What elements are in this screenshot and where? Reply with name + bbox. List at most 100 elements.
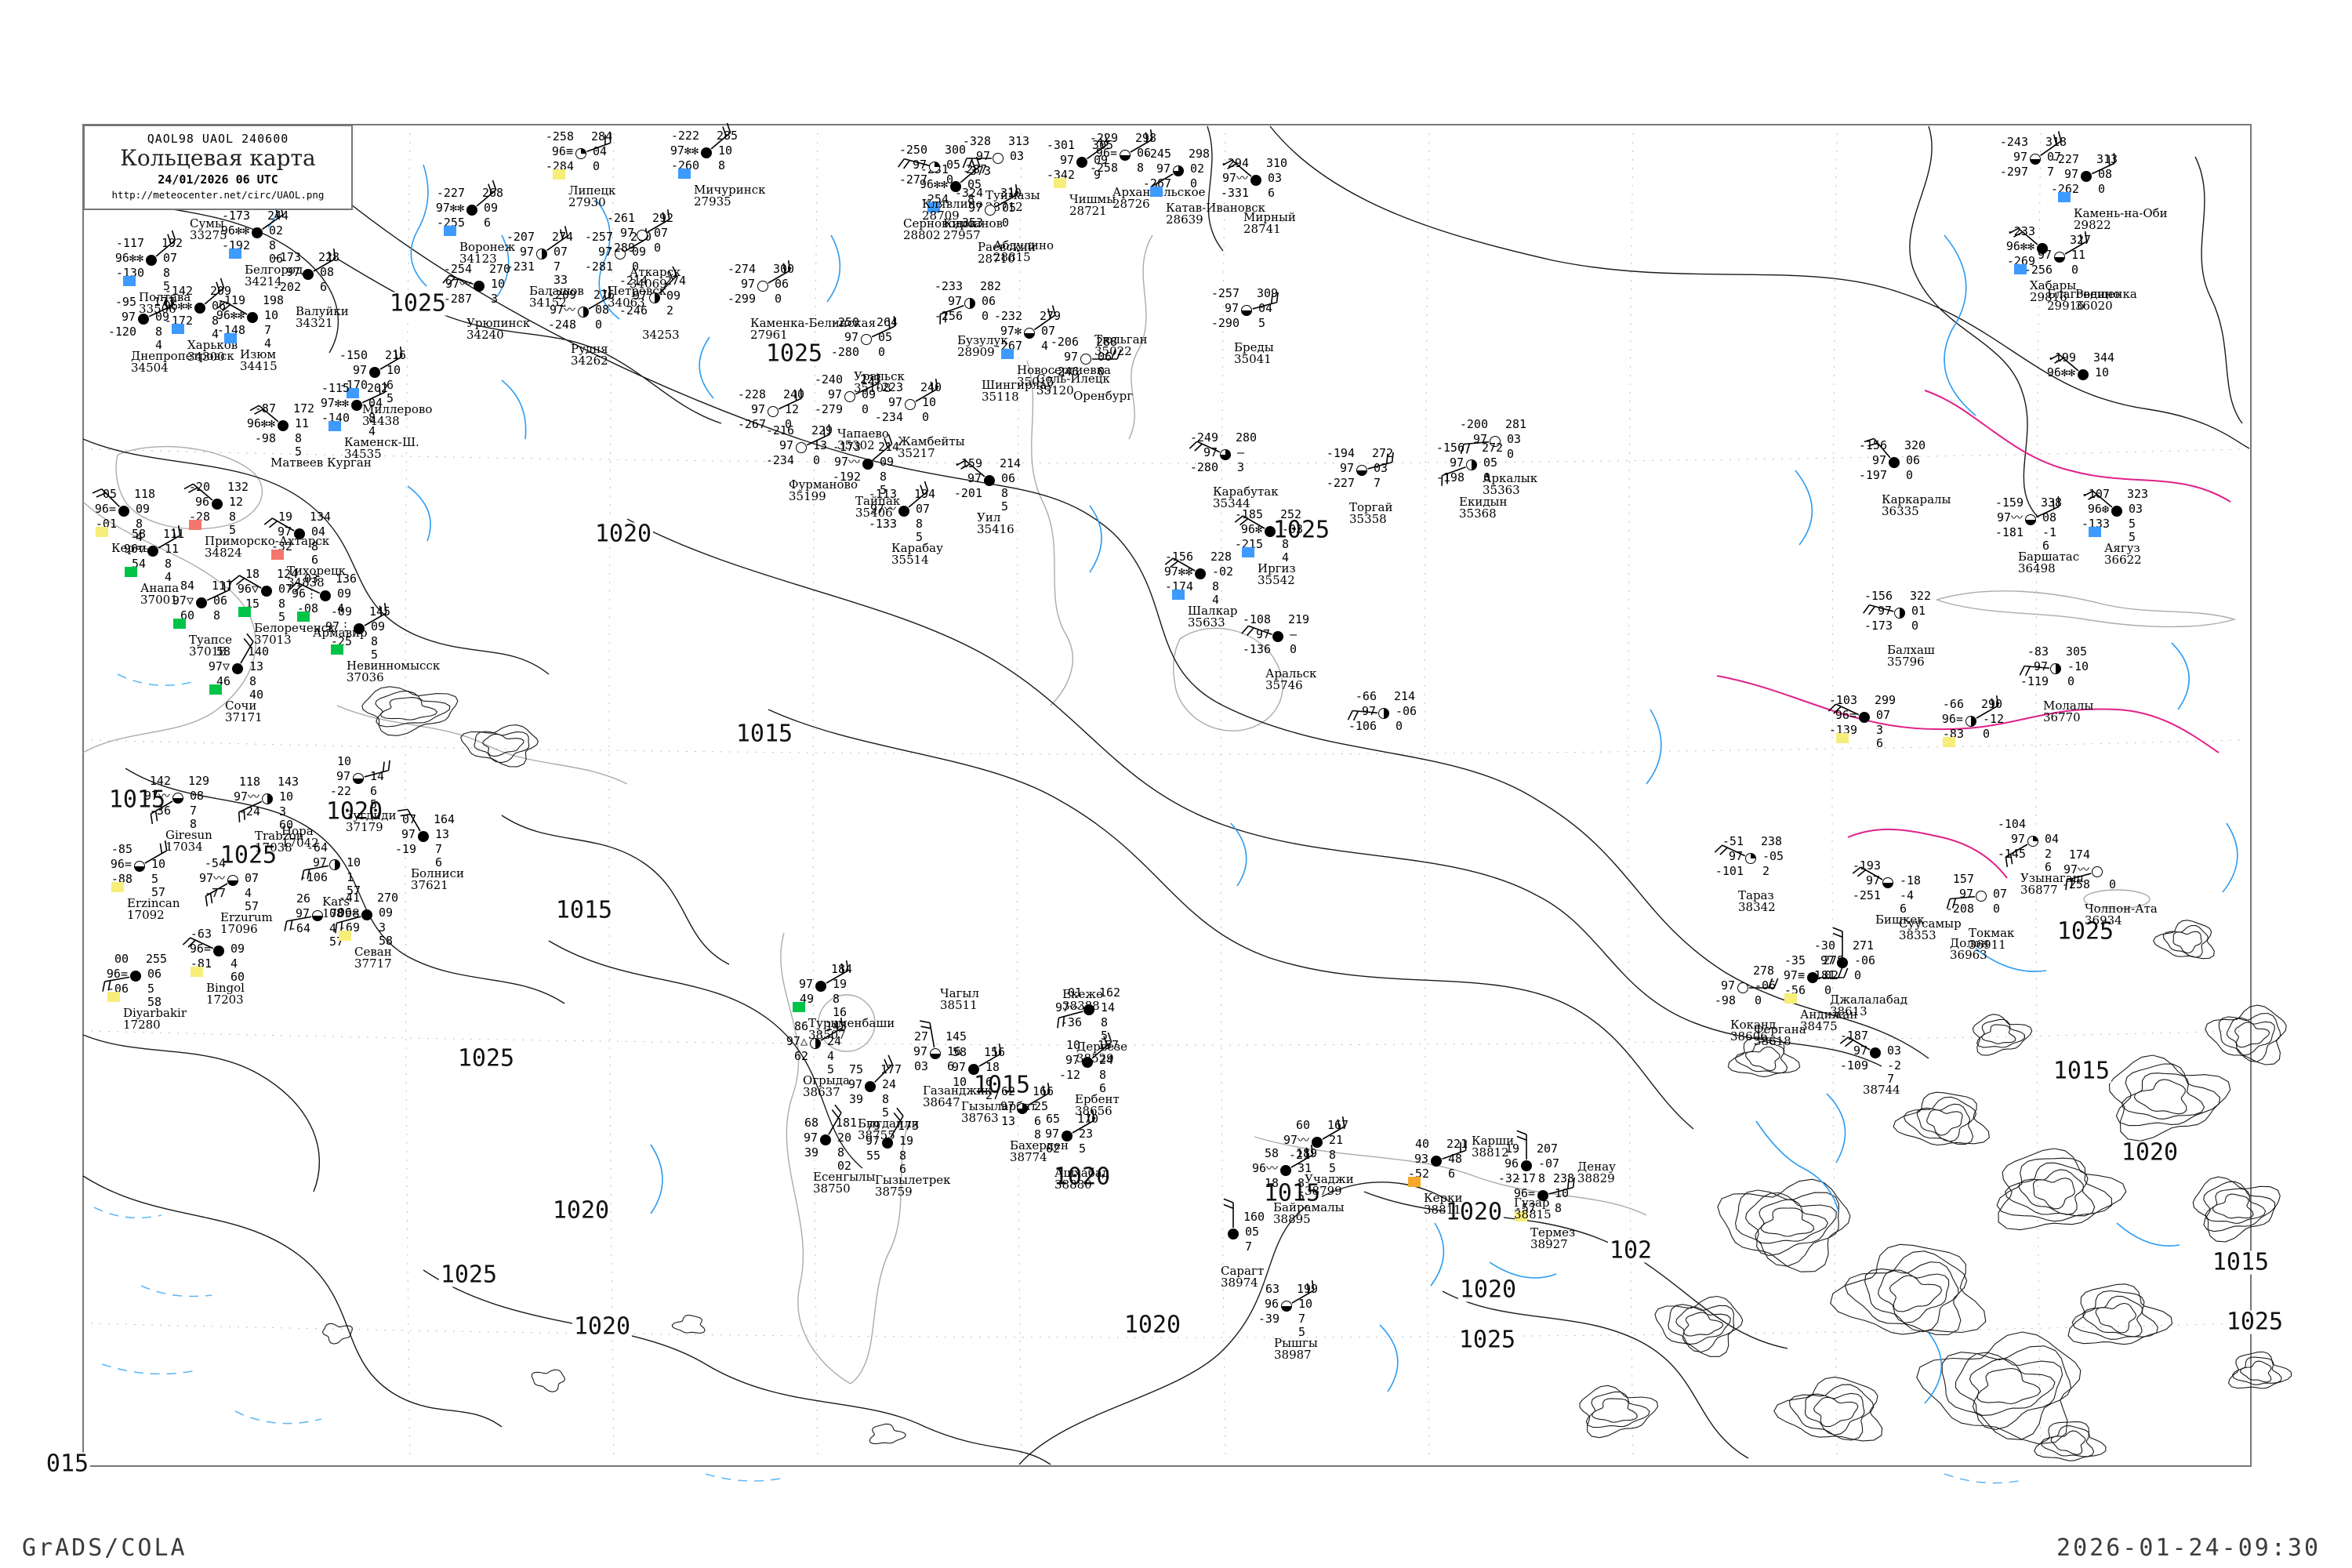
station-value: 97 <box>597 245 612 259</box>
precip-marker-square <box>331 644 343 655</box>
station-value: 8 <box>269 238 277 252</box>
cloud-cover-circle <box>1431 1156 1442 1167</box>
cloud-cover-circle <box>898 506 909 517</box>
station-value: -106 <box>1348 719 1377 733</box>
station-value: -02 <box>1212 564 1234 579</box>
station-value: 313 <box>1008 134 1030 148</box>
station-value: 280 <box>1236 430 1258 445</box>
cloud-cover-circle <box>213 946 224 956</box>
station-value: -06 <box>107 982 129 996</box>
station-name: Денау 38829 <box>1577 1160 1616 1185</box>
station-value: 8 <box>1137 161 1145 175</box>
station-value: 278 <box>1753 964 1775 978</box>
station-value: -257 <box>1210 286 1240 300</box>
station-value: 0 <box>785 417 793 431</box>
station-value: 97 <box>1820 953 1835 967</box>
station-value: 8 <box>371 634 379 648</box>
station-value: 8 <box>1329 1148 1337 1162</box>
station-value: -1 <box>2042 525 2057 539</box>
map-title: Кольцевая карта <box>120 145 316 171</box>
station-value: -81 <box>190 956 212 971</box>
station-value: -106 <box>299 870 328 884</box>
station-value: 10 <box>151 857 166 871</box>
station-name: Бузулук 28909 <box>957 333 1008 359</box>
station-value: -148 <box>216 323 245 337</box>
station-name: Erzurum 17096 <box>220 910 273 936</box>
coastlines <box>82 234 2237 1385</box>
station-value: 338 <box>2041 495 2063 510</box>
station-value: -25 <box>330 634 352 648</box>
station-name: 38744 <box>1863 1083 1900 1097</box>
station-name: Diyarbakir 17280 <box>123 1006 187 1032</box>
station-value: 39 <box>804 1145 818 1160</box>
station-value: 7 <box>1245 1240 1253 1254</box>
station-value: 129 <box>188 774 210 788</box>
station-value: 57 <box>151 885 166 899</box>
station-value: 21 <box>1329 1133 1344 1147</box>
cloud-cover-circle <box>882 1138 893 1149</box>
station-value: 8 <box>833 992 840 1006</box>
station-name: Днепропетровск 34504 <box>131 349 234 375</box>
station-value: 96 <box>194 495 209 509</box>
station-name: Воронеж 34123 <box>459 240 516 266</box>
station-value: 97〰 <box>1283 1133 1309 1147</box>
station-value: 57 <box>245 899 260 913</box>
station-value: 229 <box>811 423 833 437</box>
station-value: -18 <box>1900 873 1922 887</box>
station-name: Рудня 34262 <box>571 342 608 368</box>
station-value: -01 <box>95 517 117 531</box>
station-value: 4 <box>264 336 272 350</box>
station-value: 0 <box>1483 470 1491 485</box>
station-value: 07 <box>916 502 931 516</box>
station-value: 6 <box>2042 539 2050 553</box>
station-value: -85 <box>111 842 132 856</box>
station-value: 19 <box>899 1134 914 1148</box>
station-value: 322 <box>1910 589 1932 603</box>
station-value: 54 <box>131 557 146 571</box>
station-value: 97 <box>1000 1099 1014 1113</box>
station-value: 97 <box>912 158 927 172</box>
station-value: 10 <box>279 789 294 804</box>
cloud-cover-circle <box>227 875 238 886</box>
station-value: -269 <box>2006 254 2035 268</box>
precip-marker-square <box>297 612 310 622</box>
station-value: 219 <box>1288 612 1310 626</box>
station-value: 4 <box>230 956 238 971</box>
station-value: 06 <box>213 593 228 608</box>
station-value: -227 <box>1326 476 1355 490</box>
station-value: -83 <box>2027 644 2049 659</box>
precip-marker-square <box>2089 527 2101 537</box>
station-value: 173 <box>898 1119 920 1133</box>
station-value: 6 <box>370 784 378 798</box>
station-value: 96= <box>106 967 128 981</box>
cloud-cover-circle <box>768 406 779 417</box>
station-value: 97≡ <box>1783 968 1805 982</box>
station-name: Джалалабад 38613 <box>1830 993 1908 1018</box>
cloud-cover-circle <box>2030 154 2041 165</box>
station-value: 8 <box>1034 1127 1042 1142</box>
station-value: 97〰 <box>233 789 260 804</box>
station-value: 5 <box>1079 1142 1087 1156</box>
station-value: -187 <box>1839 1029 1868 1043</box>
station-name: Уил 35416 <box>977 510 1014 536</box>
station-value: 96✻✻ <box>919 177 948 191</box>
station-value: -233 <box>934 279 963 293</box>
station-value: 8 <box>278 597 286 611</box>
cloud-cover-circle <box>536 249 547 260</box>
station-value: 96 <box>1504 1156 1519 1171</box>
station-value: 4 <box>136 530 143 544</box>
station-value: 238 <box>1761 834 1783 848</box>
station-value: 96≡ <box>551 144 573 158</box>
precip-marker-square <box>1515 1211 1527 1221</box>
station-value: 16 <box>833 1005 848 1019</box>
station-value: -258 <box>545 129 574 143</box>
station-value: -342 <box>1046 168 1075 182</box>
cloud-cover-circle <box>2078 369 2089 380</box>
station-value: 10 <box>1555 1186 1570 1200</box>
station-value: -69 <box>338 920 360 935</box>
station-value: 10 <box>718 143 733 158</box>
station-value: 08 <box>595 303 610 317</box>
station-value: 05 <box>1002 201 1017 215</box>
station-value: 03 <box>1268 171 1283 185</box>
